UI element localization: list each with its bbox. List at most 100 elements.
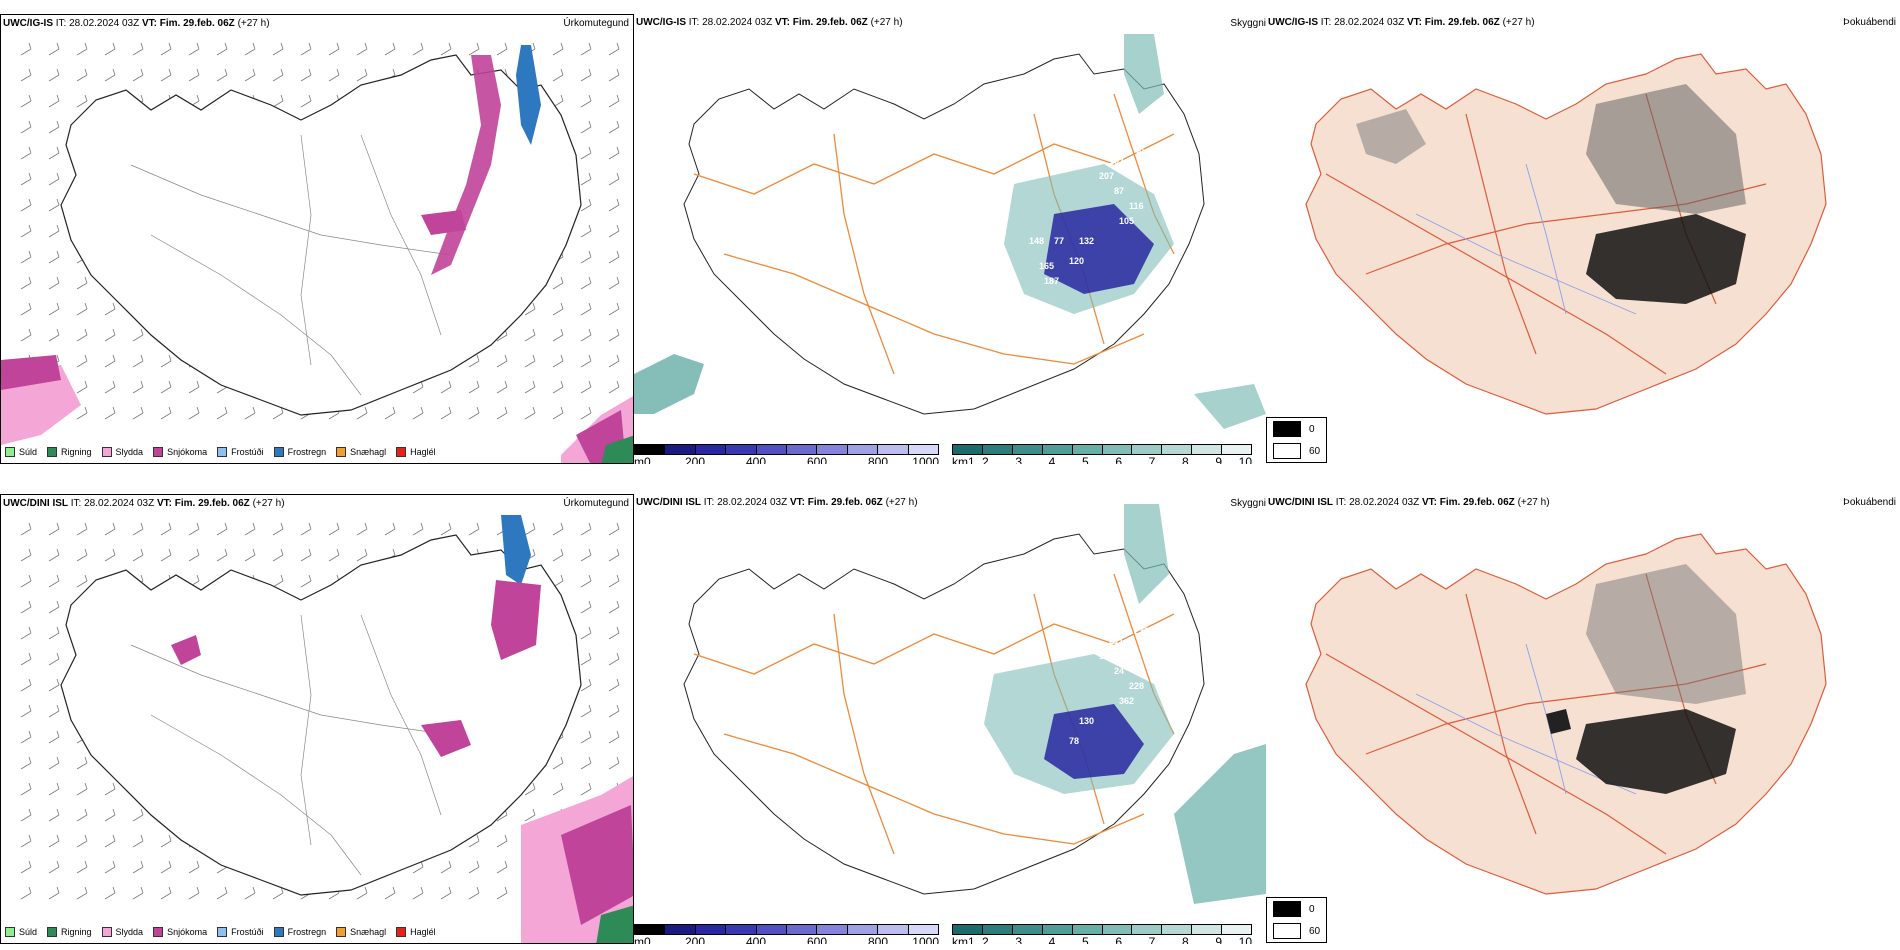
wind-barb <box>608 146 620 160</box>
precip-map <box>1 42 633 463</box>
wind-barb <box>524 328 536 342</box>
wind-barb <box>48 652 60 666</box>
wind-barb <box>160 354 172 368</box>
wind-barb <box>300 574 312 588</box>
wind-barb <box>608 354 620 368</box>
wind-barb <box>20 808 32 822</box>
legend-item: Rigning <box>47 447 92 457</box>
ceiling-colorbar: m0 200 400 600 800 1000 <box>634 444 939 464</box>
fog-panel-row1: UWC/IG-IS IT: 28.02.2024 03Z VT: Fim. 29… <box>1266 14 1900 464</box>
wind-barb <box>468 860 480 874</box>
fog-gray-area <box>1586 564 1746 704</box>
wind-barb <box>188 522 200 536</box>
wind-barb <box>468 834 480 848</box>
colorbar-tick: 2 <box>981 455 989 464</box>
legend-item: Snjókoma <box>153 447 207 457</box>
colorbar-tick: 600 <box>806 455 828 464</box>
wind-barb <box>160 522 172 536</box>
visibility-panel-row2: UWC/DINI ISL IT: 28.02.2024 03Z VT: Fim.… <box>634 494 1266 944</box>
wind-barb <box>412 522 424 536</box>
wind-barb <box>412 42 424 56</box>
legend-label: Slydda <box>115 927 144 937</box>
wind-barb <box>104 42 116 56</box>
wind-barb <box>272 548 284 562</box>
colorbar-step <box>1222 445 1252 454</box>
wind-barb <box>216 42 228 56</box>
wind-barb <box>608 68 620 82</box>
wind-barb <box>608 42 620 56</box>
legend-item: Frostúði <box>217 447 264 457</box>
panel-title: Skyggni <box>1230 498 1266 509</box>
legend-label: Frostúði <box>231 447 264 457</box>
snow-west <box>171 635 201 665</box>
colorbar-step <box>908 925 939 934</box>
wind-barb <box>580 626 592 640</box>
snow-se <box>561 805 633 925</box>
wind-barb <box>356 548 368 562</box>
wind-barb <box>608 302 620 316</box>
wind-barb <box>384 42 396 56</box>
fog-high-swatch <box>1273 421 1301 437</box>
wind-barb <box>20 756 32 770</box>
legend-label: Snæhagl <box>350 927 387 937</box>
ceiling-label: 120 <box>1069 256 1084 266</box>
legend-swatch <box>153 927 164 937</box>
legend-item: Rigning <box>47 927 92 937</box>
wind-barb <box>48 574 60 588</box>
wind-barb <box>48 94 60 108</box>
wind-barb <box>608 652 620 666</box>
ceiling-label: 24 <box>1114 666 1124 676</box>
wind-barb <box>524 380 536 394</box>
wind-barb <box>608 172 620 186</box>
snow-area <box>491 580 541 660</box>
wind-barb <box>300 68 312 82</box>
wind-barb <box>104 522 116 536</box>
ceiling-label: 105 <box>1119 216 1134 226</box>
wind-barb <box>48 276 60 290</box>
ceiling-label: 197 <box>1109 156 1124 166</box>
fog-index-legend: 0 60 <box>1266 897 1328 943</box>
wind-barb <box>580 120 592 134</box>
wind-barb <box>76 380 88 394</box>
wind-barb <box>216 406 228 420</box>
wind-barb <box>580 198 592 212</box>
wind-barb <box>608 250 620 264</box>
colorbar-step <box>756 925 788 934</box>
wind-barb <box>132 808 144 822</box>
legend-item: Súld <box>5 927 37 937</box>
wind-barb <box>160 548 172 562</box>
freezing-rain-area <box>501 515 531 585</box>
wind-barb <box>48 198 60 212</box>
wind-barb <box>20 224 32 238</box>
wind-barb <box>76 42 88 56</box>
wind-barb <box>20 652 32 666</box>
colorbar-tick: 200 <box>684 455 706 464</box>
sea-fog-sw <box>634 354 704 414</box>
wind-barb <box>384 886 396 900</box>
wind-barb <box>412 406 424 420</box>
wind-barb <box>468 406 480 420</box>
colorbar-step <box>787 925 818 934</box>
colorbar-step <box>908 445 939 454</box>
iceland-outline <box>683 533 1205 895</box>
wind-barb <box>20 886 32 900</box>
colorbar-step <box>1102 445 1133 454</box>
wind-barb <box>20 276 32 290</box>
wind-barb <box>328 42 340 56</box>
wind-barb <box>524 782 536 796</box>
wind-barb <box>496 886 508 900</box>
wind-barb <box>76 548 88 562</box>
wind-barb <box>20 860 32 874</box>
wind-barb <box>244 886 256 900</box>
wind-barb <box>132 68 144 82</box>
precip-panel-row2: UWC/DINI ISL IT: 28.02.2024 03Z VT: Fim.… <box>0 494 634 944</box>
wind-barb <box>328 68 340 82</box>
colorbar-tick: 5 <box>1081 935 1089 944</box>
wind-barb <box>580 354 592 368</box>
legend-label: Snæhagl <box>350 447 387 457</box>
wind-barb <box>20 730 32 744</box>
panel-title: Úrkomutegund <box>563 498 629 509</box>
legend-label: Snjókoma <box>167 927 208 937</box>
wind-barb <box>132 522 144 536</box>
wind-barb <box>356 42 368 56</box>
